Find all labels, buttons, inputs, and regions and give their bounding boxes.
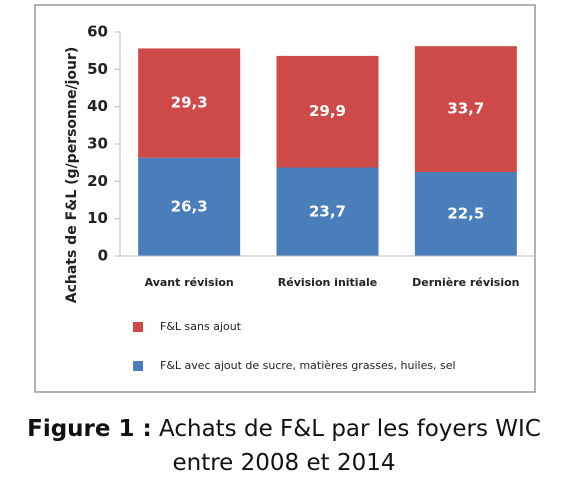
y-tick-label: 30 xyxy=(87,135,108,153)
y-tick-label: 0 xyxy=(98,247,108,265)
y-tick-label: 60 xyxy=(87,23,108,41)
value-label: 33,7 xyxy=(447,100,484,118)
y-tick-label: 50 xyxy=(87,60,108,78)
bar-segment xyxy=(276,167,379,256)
y-axis-title: Achats de F&L (g/personne/jour) xyxy=(64,47,80,304)
value-label: 29,3 xyxy=(171,94,208,112)
caption: Figure 1 : Achats de F&L par les foyers … xyxy=(20,412,548,480)
value-label: 26,3 xyxy=(171,197,208,215)
chart: Achats de F&L (g/personne/jour) 0 10 20 30 4… xyxy=(34,4,536,393)
legend-swatch xyxy=(133,322,143,332)
bar-segment xyxy=(276,55,379,168)
bar-segment xyxy=(414,172,517,256)
y-tick-label: 10 xyxy=(87,209,108,227)
bar-segment xyxy=(414,46,517,172)
bar-segment xyxy=(138,48,241,158)
y-tick-label: 20 xyxy=(87,172,108,190)
legend-label: F&L sans ajout xyxy=(160,320,242,333)
x-tick-label: Dernière révision xyxy=(412,276,519,289)
legend-label: F&L avec ajout de sucre, matières grasse… xyxy=(160,359,456,372)
value-label: 29,9 xyxy=(309,102,346,120)
bar-segment xyxy=(138,157,241,256)
value-label: 23,7 xyxy=(309,202,346,220)
value-label: 22,5 xyxy=(447,205,484,223)
x-tick-label: Révision initiale xyxy=(278,276,377,289)
y-tick-label: 40 xyxy=(87,97,108,115)
caption-text: Achats de F&L par les foyers WIC entre 2… xyxy=(159,416,541,476)
caption-label: Figure 1 : xyxy=(27,416,152,442)
legend-swatch xyxy=(133,361,143,371)
x-tick-label: Avant révision xyxy=(145,276,234,289)
